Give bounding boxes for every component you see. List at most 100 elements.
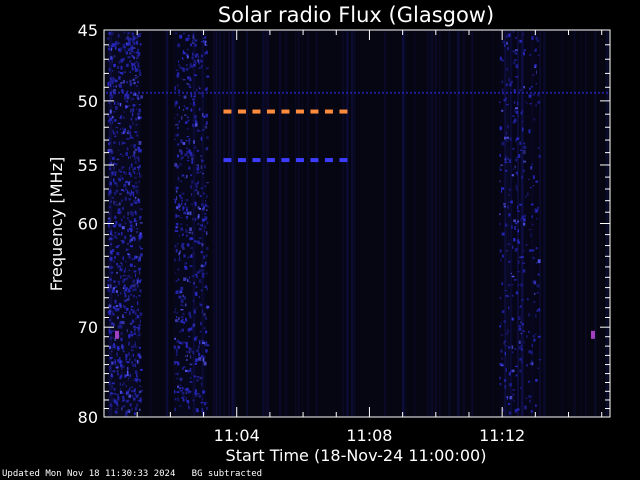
noise-speck [502,363,504,368]
noise-speck [203,229,205,233]
noise-speck [532,334,536,338]
noise-speck [206,87,208,91]
line-segment [510,91,512,94]
noise-speck [500,189,503,193]
noise-speck [532,256,536,260]
background-streak [543,31,547,416]
noise-speck [132,121,134,125]
noise-speck [118,223,122,227]
noise-speck [504,345,507,347]
noise-speck [178,295,182,299]
noise-speck [111,361,114,366]
noise-speck [526,335,528,338]
noise-speck [137,65,140,68]
noise-speck [124,50,126,53]
y-axis-label: Frequency [MHz] [47,157,66,291]
noise-speck [112,397,115,402]
noise-speck [187,405,190,409]
line-segment [566,91,568,94]
line-segment [450,91,452,94]
noise-speck [112,162,116,165]
noise-speck [187,37,191,40]
noise-speck [499,223,501,225]
background-streak [223,31,225,416]
noise-speck [194,310,196,314]
noise-speck [205,199,207,202]
noise-speck [116,316,119,320]
background-streak [520,31,524,416]
line-segment [494,91,496,94]
noise-speck [201,54,203,58]
noise-speck [125,287,128,290]
noise-speck [520,217,522,222]
line-segment [598,91,600,94]
noise-speck [139,116,142,119]
noise-speck [135,211,137,213]
background-streak [402,31,406,416]
noise-speck [134,265,136,268]
noise-speck [126,147,129,151]
noise-speck [108,142,111,144]
noise-speck [191,157,194,160]
noise-speck [204,327,206,330]
background-streak [342,31,345,416]
noise-speck [111,361,114,364]
noise-speck [126,307,129,311]
noise-speck [131,184,135,187]
noise-speck [187,38,189,40]
noise-speck [135,406,137,411]
noise-speck [514,248,517,253]
noise-speck [117,210,119,214]
noise-speck [178,317,180,320]
noise-speck [176,361,180,366]
noise-speck [120,337,123,341]
noise-speck [185,38,188,42]
noise-speck [199,331,202,333]
noise-speck [179,378,183,381]
band-segment [223,158,232,163]
noise-speck [132,64,136,66]
noise-speck [189,66,192,69]
band-segment [266,158,275,163]
noise-speck [134,202,137,204]
noise-speck [133,331,136,335]
noise-speck [205,209,208,211]
noise-speck [177,385,179,389]
noise-speck [137,76,139,78]
noise-speck [117,280,121,283]
noise-speck [174,397,177,400]
noise-speck [194,217,197,221]
band-segment [237,109,246,114]
background-streak [517,31,519,416]
noise-speck [107,213,111,215]
noise-speck [194,146,197,149]
noise-speck [509,395,513,400]
noise-speck [113,64,115,67]
noise-speck [136,301,139,305]
noise-speck [175,361,178,364]
noise-speck [181,316,184,319]
noise-speck [192,104,196,106]
noise-speck [133,270,137,273]
noise-speck [529,54,532,56]
noise-speck [191,65,193,68]
noise-speck [114,285,118,289]
noise-speck [117,308,120,310]
line-segment [182,91,184,94]
noise-speck [516,239,520,243]
noise-speck [202,357,205,362]
noise-speck [137,48,139,52]
noise-speck [200,355,204,358]
noise-speck [206,344,210,347]
noise-speck [538,308,541,312]
noise-speck [505,97,507,100]
noise-speck [113,225,116,228]
line-segment [146,91,148,94]
band-segment [281,109,290,114]
noise-speck [135,185,139,188]
line-segment [534,91,536,94]
line-segment [406,91,408,94]
noise-speck [124,288,128,291]
noise-speck [123,289,126,293]
noise-speck [201,203,204,206]
